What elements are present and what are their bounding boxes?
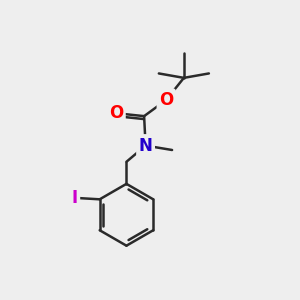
Text: O: O (159, 91, 173, 109)
Text: N: N (139, 136, 152, 154)
Text: O: O (109, 104, 123, 122)
Text: I: I (72, 189, 78, 207)
